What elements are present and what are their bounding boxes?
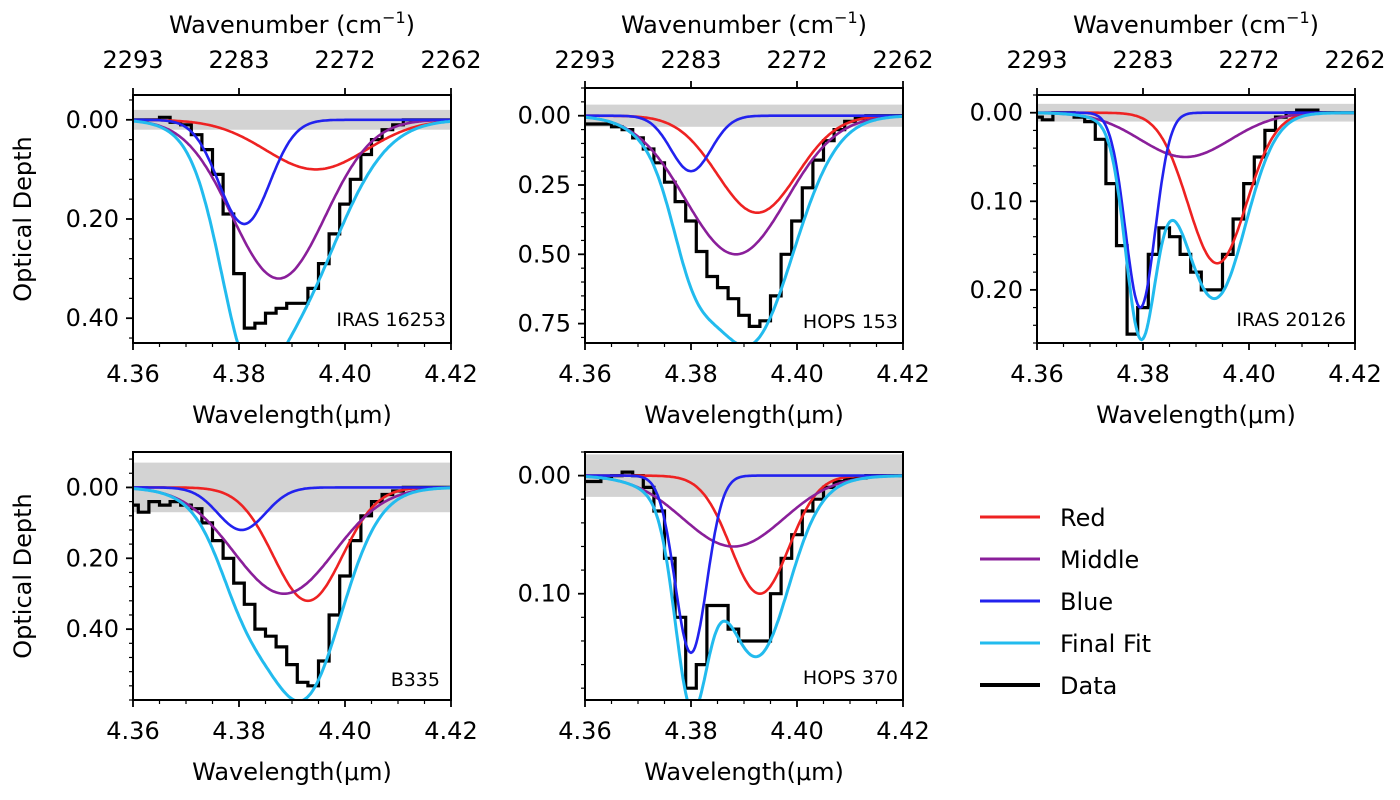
- panel-iras-20126: 4.36 4.38 4.40 4.42 Wavelength(μm) 0.00 0.10 0.…: [970, 8, 1386, 429]
- x-tick-label: 4.42: [1328, 360, 1381, 388]
- x-tick-label: 4.38: [664, 717, 717, 745]
- top-tick-label: 2283: [1112, 46, 1173, 74]
- top-tick-label: 2262: [1324, 46, 1385, 74]
- panel-hops-153: 4.36 4.38 4.40 4.42 Wavelength(μm) 0.00 0.25 0.…: [518, 8, 934, 429]
- y-tick-label: 0.25: [518, 171, 571, 199]
- plot-frame: [132, 94, 452, 344]
- x-tick-label: 4.36: [1010, 360, 1063, 388]
- x-tick-label: 4.38: [664, 360, 717, 388]
- series-data: [1037, 108, 1355, 336]
- x-axis-label: Wavelength(μm): [644, 758, 844, 786]
- y-tick-label: 0.00: [66, 473, 119, 501]
- series-fit: [133, 486, 451, 700]
- panel-iras-16253: 4.36 4.38 4.40 4.42 Wavelength(μm) 0.00 0.20 0.…: [9, 8, 482, 429]
- top-axis-label: Wavenumber (cm−1): [169, 8, 415, 39]
- y-tick-label: 0.20: [66, 544, 119, 572]
- panel-label: IRAS 16253: [336, 309, 446, 331]
- y-tick-label: 0.20: [970, 276, 1023, 304]
- series-blue: [585, 474, 903, 655]
- series-middle: [133, 118, 451, 280]
- x-tick-label: 4.42: [424, 360, 477, 388]
- x-tick-label: 4.40: [318, 360, 371, 388]
- legend-label: Red: [1060, 504, 1106, 532]
- top-tick-label: 2293: [1006, 46, 1067, 74]
- x-tick-label: 4.42: [876, 717, 929, 745]
- x-tick-label: 4.38: [212, 360, 265, 388]
- top-tick-label: 2272: [766, 46, 827, 74]
- series-fit: [585, 474, 903, 700]
- y-tick-label: 0.00: [66, 106, 119, 134]
- x-axis-label: Wavelength(μm): [192, 401, 392, 429]
- top-tick-label: 2283: [208, 46, 269, 74]
- series-data: [585, 470, 903, 690]
- legend: Red Middle Blue Final Fit Data: [980, 504, 1151, 700]
- x-tick-label: 4.40: [770, 717, 823, 745]
- y-tick-label: 0.40: [66, 304, 119, 332]
- x-tick-label: 4.40: [1222, 360, 1275, 388]
- top-tick-label: 2262: [420, 46, 481, 74]
- panel-label: IRAS 20126: [1236, 309, 1346, 331]
- plot-frame: [1036, 94, 1356, 344]
- series-data: [133, 485, 451, 688]
- series-data: [133, 115, 451, 330]
- panel-label: HOPS 370: [803, 667, 898, 689]
- x-axis-label: Wavelength(μm): [644, 401, 844, 429]
- y-axis-label: Optical Depth: [9, 136, 37, 302]
- top-axis-label: Wavenumber (cm−1): [1073, 8, 1319, 39]
- x-axis-label: Wavelength(μm): [192, 758, 392, 786]
- series-blue: [1037, 111, 1355, 310]
- series-red: [1037, 111, 1355, 265]
- x-tick-label: 4.42: [424, 717, 477, 745]
- series-blue: [133, 486, 451, 532]
- series-data: [585, 114, 903, 328]
- top-tick-label: 2272: [314, 46, 375, 74]
- x-tick-label: 4.38: [212, 717, 265, 745]
- y-tick-label: 0.75: [518, 310, 571, 338]
- x-axis-label: Wavelength(μm): [1096, 401, 1296, 429]
- x-tick-label: 4.40: [318, 717, 371, 745]
- series-fit: [133, 119, 451, 343]
- legend-label: Middle: [1060, 546, 1139, 574]
- y-tick-label: 0.00: [518, 102, 571, 130]
- series-blue: [585, 114, 903, 173]
- y-tick-label: 0.10: [970, 187, 1023, 215]
- x-tick-label: 4.40: [770, 360, 823, 388]
- panel-label: HOPS 153: [803, 311, 898, 333]
- series-blue: [133, 118, 451, 226]
- x-tick-label: 4.38: [1116, 360, 1169, 388]
- y-tick-label: 0.00: [518, 462, 571, 490]
- x-tick-label: 4.36: [106, 717, 159, 745]
- panel-b335: 4.36 4.38 4.40 4.42 Wavelength(μm) 0.00 0.20 0.…: [9, 451, 478, 786]
- top-tick-label: 2293: [554, 46, 615, 74]
- series-fit: [1037, 111, 1355, 342]
- series-middle: [133, 486, 451, 595]
- top-tick-label: 2283: [660, 46, 721, 74]
- top-tick-label: 2272: [1218, 46, 1279, 74]
- series-fit: [585, 114, 903, 343]
- panel-label: B335: [391, 669, 440, 691]
- y-axis-label: Optical Depth: [9, 493, 37, 659]
- top-axis-label: Wavenumber (cm−1): [621, 8, 867, 39]
- y-tick-label: 0.10: [518, 580, 571, 608]
- x-tick-label: 4.36: [558, 717, 611, 745]
- x-tick-label: 4.36: [558, 360, 611, 388]
- legend-label: Blue: [1060, 588, 1113, 616]
- panel-hops-370: 4.36 4.38 4.40 4.42 Wavelength(μm) 0.00 0.10 HO…: [518, 451, 930, 786]
- series-middle: [585, 115, 903, 256]
- y-tick-label: 0.50: [518, 240, 571, 268]
- x-tick-label: 4.42: [876, 360, 929, 388]
- series-red: [133, 118, 451, 171]
- x-tick-label: 4.36: [106, 360, 159, 388]
- y-tick-label: 0.20: [66, 205, 119, 233]
- legend-label: Final Fit: [1060, 630, 1151, 658]
- y-tick-label: 0.40: [66, 615, 119, 643]
- legend-label: Data: [1060, 672, 1117, 700]
- top-tick-label: 2262: [872, 46, 933, 74]
- series-red: [133, 486, 451, 603]
- top-tick-label: 2293: [102, 46, 163, 74]
- y-tick-label: 0.00: [970, 99, 1023, 127]
